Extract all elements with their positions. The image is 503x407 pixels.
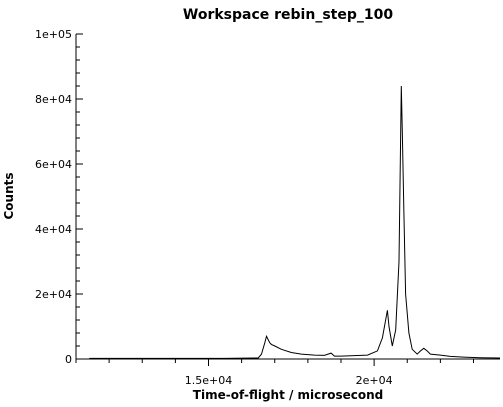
y-tick-label: 2e+04 (35, 288, 72, 301)
x-tick-label: 2e+04 (356, 374, 393, 387)
y-ticks: 0 2e+04 4e+04 6e+04 8e+04 1e+05 (35, 28, 83, 366)
y-tick-label: 0 (65, 353, 72, 366)
series-line (89, 85, 501, 359)
x-tick-label: 1.5e+04 (185, 374, 232, 387)
x-axis-label: Time-of-flight / microsecond (193, 388, 383, 402)
y-axis-label: Counts (2, 172, 16, 219)
plot-area: 0 2e+04 4e+04 6e+04 8e+04 1e+05 1.5e+04 2e+04 (35, 28, 501, 387)
x-ticks: 1.5e+04 2e+04 (75, 359, 474, 387)
chart-title: Workspace rebin_step_100 (183, 7, 393, 23)
y-tick-label: 8e+04 (35, 93, 72, 106)
y-tick-label: 6e+04 (35, 158, 72, 171)
y-tick-label: 1e+05 (35, 28, 72, 41)
y-tick-label: 4e+04 (35, 223, 72, 236)
